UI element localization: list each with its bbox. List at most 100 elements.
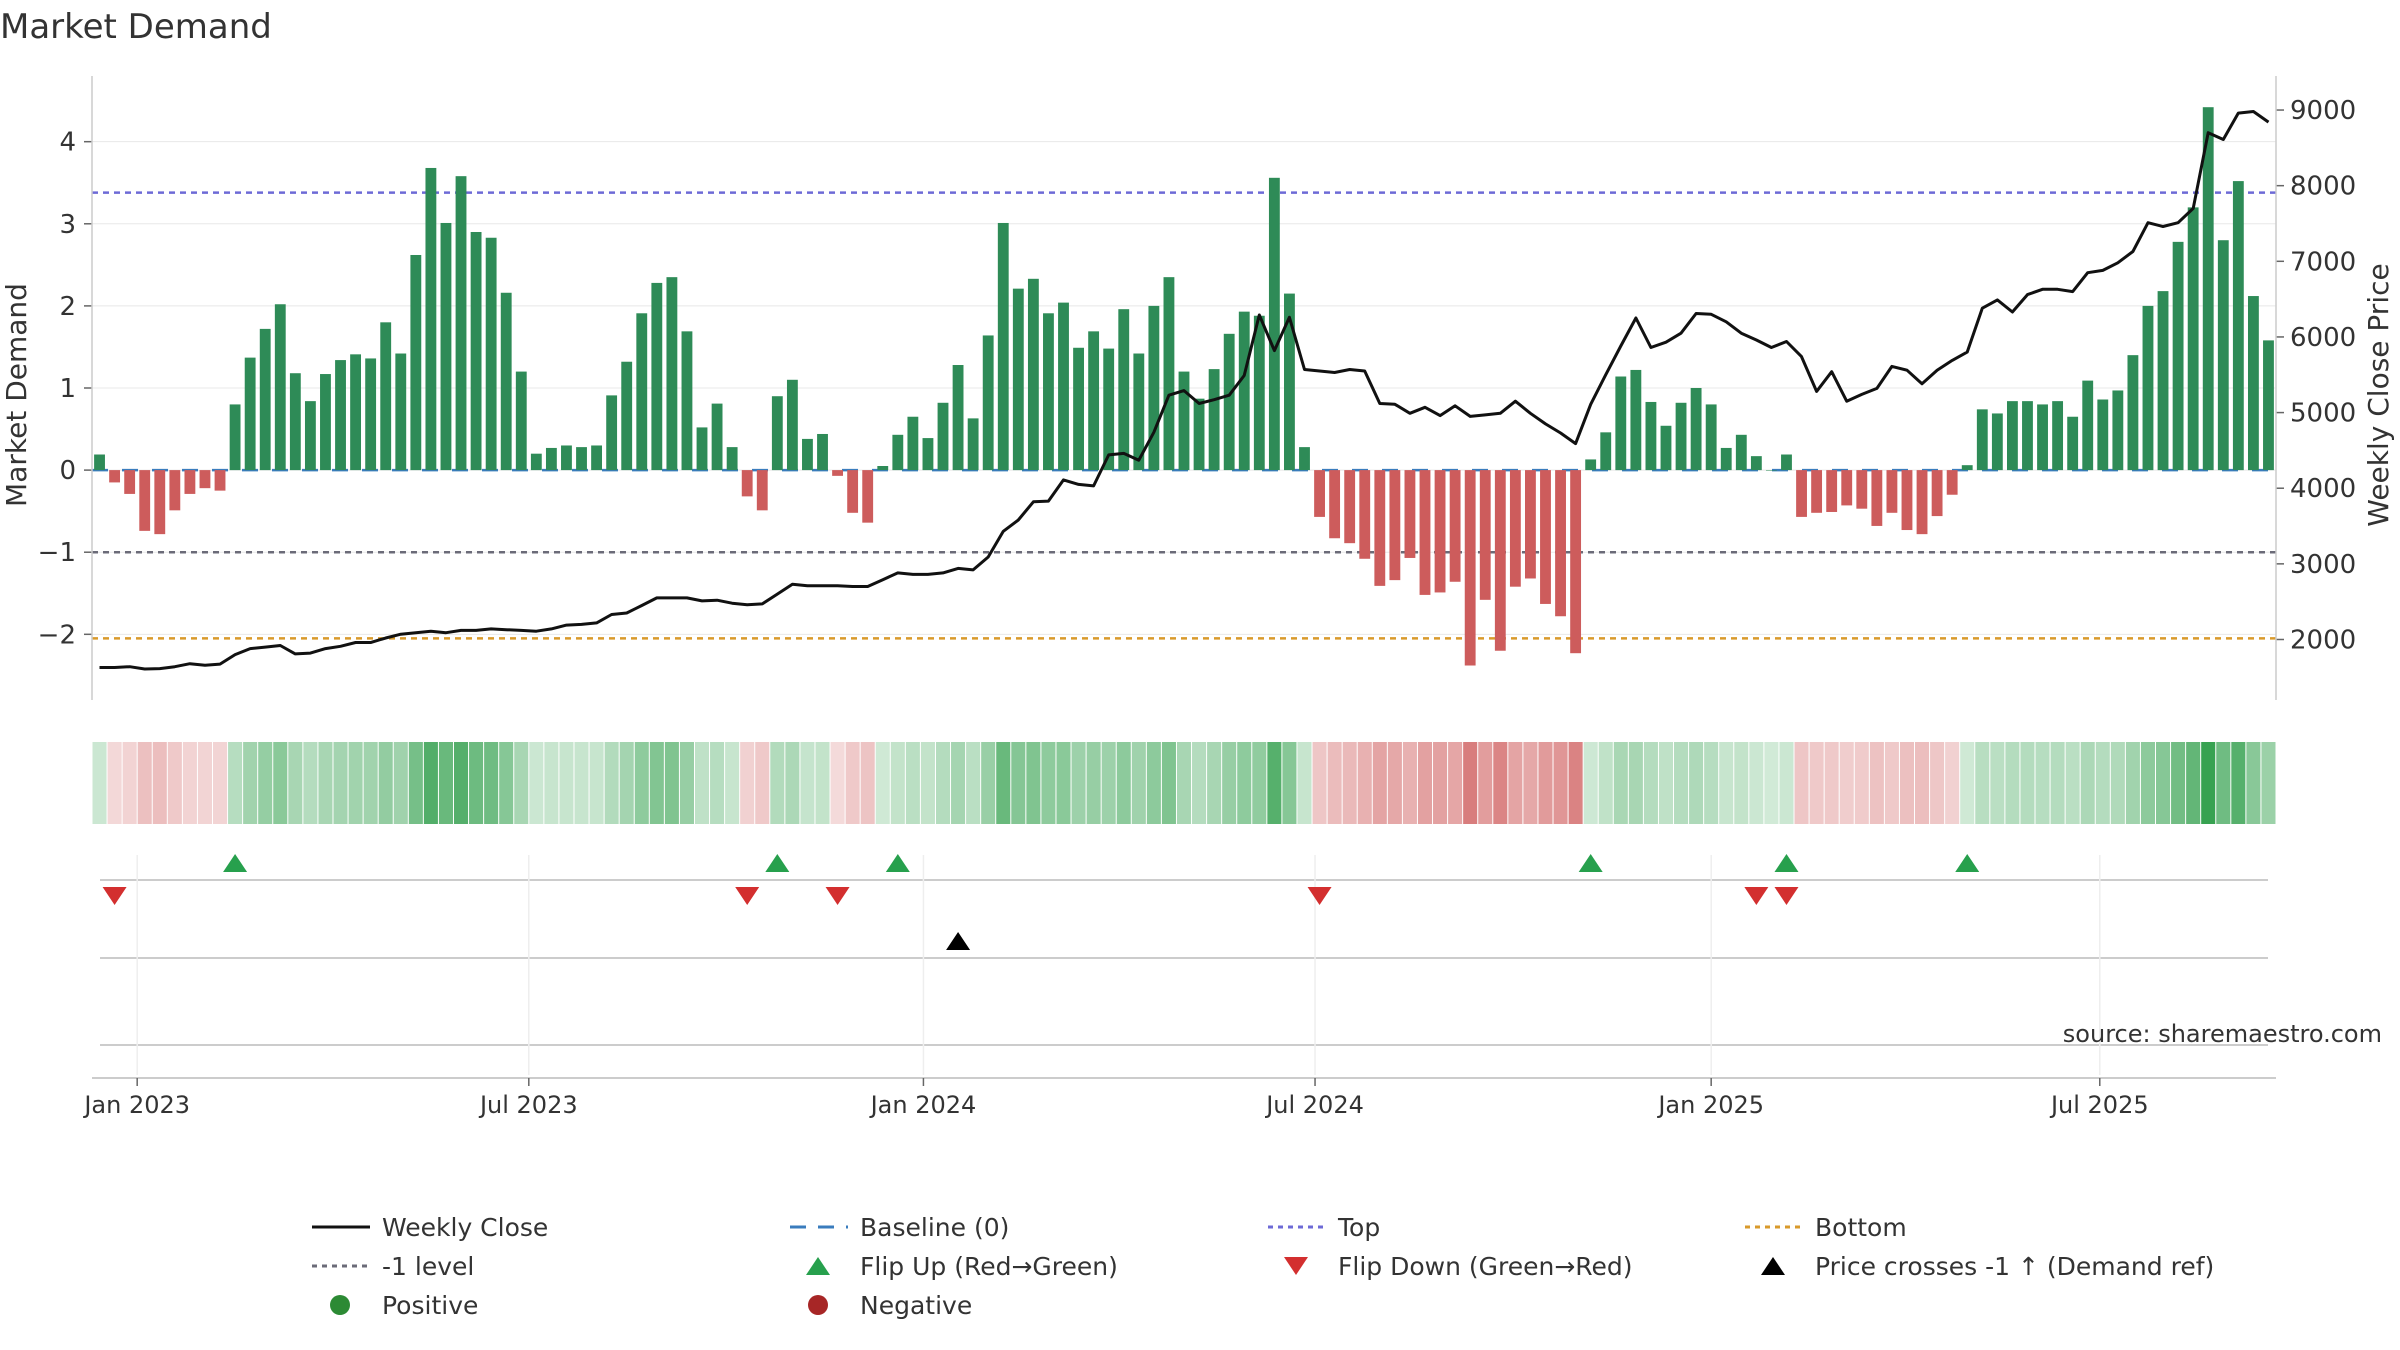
heat-cell — [1207, 742, 1222, 824]
heat-cell — [1192, 742, 1207, 824]
heat-cell — [1809, 742, 1824, 824]
demand-bar — [365, 358, 377, 471]
demand-bar — [184, 470, 196, 494]
demand-bar — [1404, 470, 1416, 558]
demand-bar — [666, 277, 678, 471]
demand-bar — [1570, 470, 1582, 654]
demand-bar — [756, 470, 768, 511]
heat-cell — [393, 742, 408, 824]
heat-cell — [2156, 742, 2171, 824]
flip-up-marker — [765, 854, 790, 872]
demand-bar — [1344, 470, 1356, 544]
legend-label: Bottom — [1815, 1213, 1907, 1242]
demand-bar — [696, 427, 708, 471]
demand-bar — [1585, 459, 1597, 471]
demand-bar — [621, 361, 633, 471]
demand-bar — [1043, 313, 1054, 471]
heat-cell — [1764, 742, 1779, 824]
demand-bar — [741, 470, 753, 497]
demand-bar — [651, 282, 663, 471]
heat-cell — [1131, 742, 1146, 824]
heat-cell — [815, 742, 830, 824]
heat-cell — [212, 742, 228, 824]
demand-heat-strip — [92, 742, 2276, 824]
flip-up-marker — [1578, 854, 1603, 872]
heat-cell — [2035, 742, 2050, 824]
demand-bar — [1946, 470, 1958, 495]
weekly-close-line — [99, 110, 2270, 671]
demand-bar — [440, 222, 452, 471]
demand-bar — [982, 335, 994, 471]
demand-bar — [2037, 404, 2048, 471]
y2-tick-label: 6000 — [2290, 323, 2356, 353]
demand-bar — [530, 453, 542, 471]
demand-bar — [2097, 399, 2109, 471]
demand-bar — [1208, 369, 1220, 471]
demand-bar — [2052, 401, 2064, 471]
demand-bar — [2263, 340, 2274, 471]
flip-down-marker — [825, 887, 850, 905]
event-markers — [100, 854, 2268, 1075]
legend-label: Negative — [860, 1291, 972, 1320]
y2-tick-label: 2000 — [2290, 625, 2356, 655]
heat-cell — [1945, 742, 1960, 824]
demand-bar — [139, 470, 151, 531]
legend-label: Price crosses -1 ↑ (Demand ref) — [1815, 1252, 2214, 1281]
heat-cell — [107, 742, 122, 824]
heat-cell — [2050, 742, 2065, 824]
y-tick-label: −1 — [38, 538, 76, 568]
demand-bar — [1193, 398, 1205, 471]
flip-down-marker — [1744, 887, 1769, 905]
demand-bar — [1419, 470, 1431, 595]
demand-bar — [1178, 371, 1190, 471]
heat-cell — [1749, 742, 1764, 824]
demand-bar — [937, 402, 949, 471]
heat-cell — [1402, 742, 1417, 824]
demand-bar — [1796, 470, 1807, 517]
heat-cell — [1568, 742, 1583, 824]
demand-bar — [2157, 291, 2169, 471]
heat-cell — [333, 742, 348, 824]
heat-cell — [1553, 742, 1568, 824]
legend-symbol — [808, 1295, 828, 1315]
demand-bar — [1253, 315, 1265, 471]
legend-symbol — [806, 1257, 830, 1275]
demand-bar — [1555, 470, 1566, 617]
heat-cell — [845, 742, 860, 824]
heat-cell — [559, 742, 574, 824]
demand-bar — [1871, 470, 1883, 526]
heat-cell — [2080, 742, 2095, 824]
heat-cell — [905, 742, 920, 824]
flip-up-marker — [223, 854, 248, 872]
heat-cell — [1297, 742, 1312, 824]
demand-bar — [455, 176, 467, 471]
heat-cell — [725, 742, 740, 824]
demand-bar — [1886, 470, 1898, 513]
demand-bar — [1931, 470, 1943, 517]
demand-bar — [1705, 404, 1717, 471]
y-tick-label: 2 — [59, 292, 76, 322]
demand-bar — [1735, 434, 1747, 471]
heat-cell — [1086, 742, 1101, 824]
heat-cell — [438, 742, 453, 824]
heat-cell — [1493, 742, 1508, 824]
demand-bar — [2142, 305, 2154, 471]
demand-bar — [350, 354, 362, 471]
demand-bar — [1750, 456, 1762, 471]
heat-cell — [2065, 742, 2080, 824]
heat-cell — [574, 742, 589, 824]
heat-cell — [288, 742, 303, 824]
legend-symbol — [1284, 1257, 1308, 1275]
demand-bar — [1841, 470, 1853, 506]
heat-cell — [1372, 742, 1387, 824]
heat-cell — [197, 742, 212, 824]
heat-cell — [258, 742, 273, 824]
demand-bar — [1615, 376, 1627, 471]
heat-cell — [1282, 742, 1297, 824]
heat-cell — [2231, 742, 2246, 824]
heat-cell — [1960, 742, 1975, 824]
heat-cell — [243, 742, 258, 824]
demand-bar — [199, 470, 211, 489]
heat-cell — [1176, 742, 1192, 824]
demand-bar — [124, 470, 136, 494]
